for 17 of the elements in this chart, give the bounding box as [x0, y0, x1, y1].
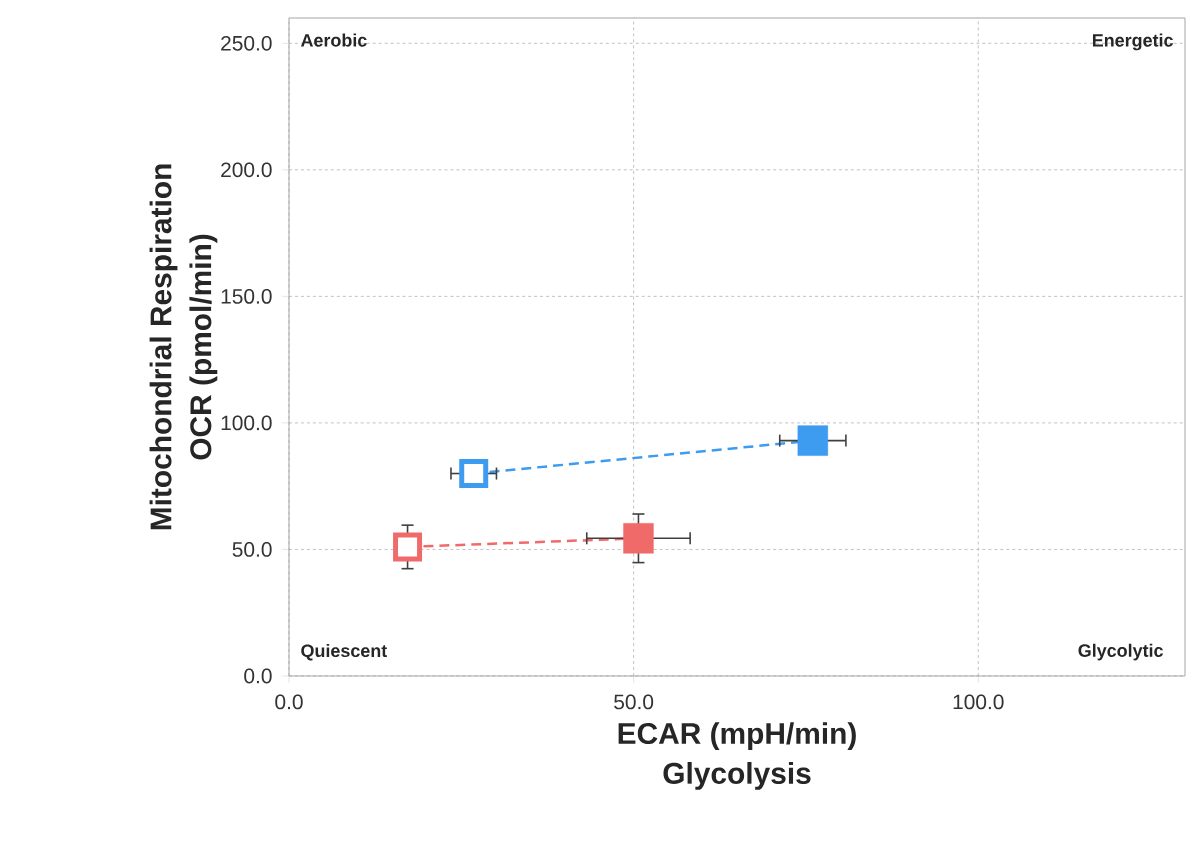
- x-tick-label: 100.0: [953, 694, 1004, 710]
- y-tick-label: 150.0: [221, 288, 272, 304]
- point: [623, 523, 654, 554]
- annotation: Glycolytic: [1078, 643, 1163, 661]
- y-tick-label: 250.0: [221, 35, 272, 51]
- annotation: Quiescent: [301, 643, 388, 661]
- annotation: Aerobic: [300, 33, 367, 47]
- y-axis-title: Mitochondrial Respiration OCR (pmol/min): [149, 164, 218, 530]
- x-tick-label: 0.0: [275, 694, 303, 710]
- y-tick-label: 50.0: [232, 542, 272, 557]
- x-axis-title: ECAR (mpH/min) Glycolysis: [618, 722, 856, 790]
- point: [797, 425, 829, 456]
- annotation: Energetic: [1092, 33, 1173, 51]
- y-tick-label: 100.0: [221, 415, 272, 431]
- y-tick-label: 200.0: [221, 162, 272, 178]
- y-tick-label: 0.0: [244, 668, 272, 684]
- x-tick-label: 50.0: [614, 694, 654, 710]
